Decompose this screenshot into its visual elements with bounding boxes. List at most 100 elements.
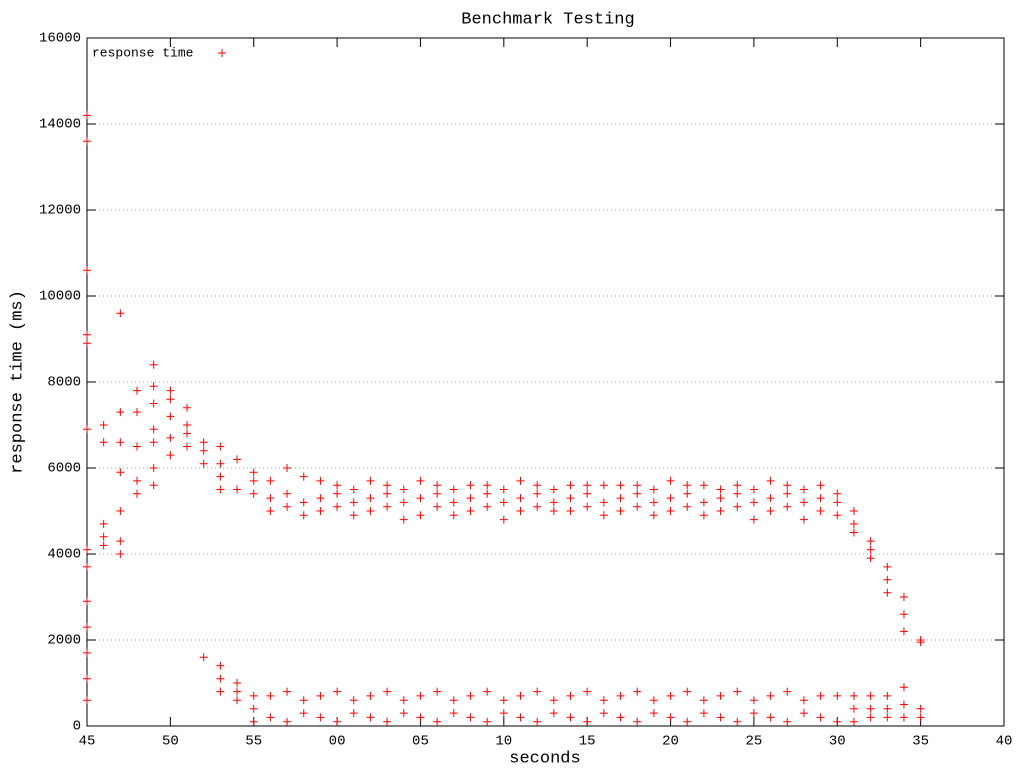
point (566, 494, 575, 503)
point (783, 481, 792, 490)
point (216, 661, 225, 670)
point (216, 459, 225, 468)
point (266, 507, 275, 515)
y-tick-label: 8000 (47, 375, 81, 391)
point (416, 494, 425, 503)
point (716, 691, 725, 700)
point (333, 481, 342, 490)
point (849, 528, 858, 537)
point (666, 494, 675, 503)
point (83, 545, 91, 554)
point (449, 498, 458, 507)
point (183, 403, 192, 412)
point (433, 502, 442, 511)
x-tick-label: 45 (79, 734, 96, 750)
point (766, 691, 775, 700)
point (349, 511, 358, 520)
point (749, 696, 758, 705)
point (483, 481, 492, 490)
point (799, 696, 808, 705)
point (833, 498, 842, 507)
point (449, 709, 458, 718)
point (683, 717, 692, 726)
point (499, 498, 508, 507)
legend-marker (218, 49, 226, 57)
y-tick-label: 6000 (47, 461, 81, 477)
point (899, 683, 908, 692)
point (533, 717, 542, 726)
point (549, 507, 558, 515)
point (216, 674, 225, 683)
point (866, 545, 875, 554)
point (616, 507, 625, 515)
point (866, 554, 875, 563)
point (816, 507, 825, 515)
point (649, 696, 658, 705)
point (249, 704, 258, 713)
point (566, 713, 575, 722)
point (499, 485, 508, 494)
point (599, 696, 608, 705)
point (499, 515, 508, 524)
x-tick-label: 55 (245, 734, 262, 750)
point (699, 511, 708, 520)
point (333, 489, 342, 498)
point (99, 421, 108, 429)
point (233, 696, 242, 705)
point (349, 696, 358, 705)
point (799, 485, 808, 494)
point (383, 687, 392, 696)
point (883, 562, 892, 571)
y-tick-label: 14000 (39, 117, 81, 133)
point (233, 485, 242, 494)
point (699, 709, 708, 718)
point (683, 687, 692, 696)
point (666, 691, 675, 700)
point (749, 515, 758, 524)
point (166, 433, 175, 442)
point (833, 511, 842, 520)
point (366, 494, 375, 503)
point (283, 489, 292, 498)
point (116, 468, 125, 477)
point (733, 489, 742, 498)
point (166, 395, 175, 404)
point (549, 498, 558, 507)
point (349, 498, 358, 507)
point (149, 382, 158, 391)
point (833, 717, 842, 726)
point (316, 713, 325, 722)
point (283, 687, 292, 696)
point (149, 399, 158, 408)
point (433, 687, 442, 696)
point (149, 481, 158, 490)
point (716, 507, 725, 515)
point (883, 713, 892, 722)
point (116, 507, 125, 515)
point (166, 451, 175, 460)
point (816, 713, 825, 722)
point (399, 498, 408, 507)
point (83, 339, 91, 348)
point (633, 502, 642, 511)
point (916, 704, 925, 713)
point (283, 502, 292, 511)
point (833, 489, 842, 498)
point (116, 309, 125, 318)
chart-title: Benchmark Testing (461, 10, 634, 29)
point (649, 511, 658, 520)
point (666, 476, 675, 485)
point (233, 679, 242, 687)
point (716, 713, 725, 722)
point (133, 408, 142, 417)
point (249, 468, 258, 477)
point (583, 481, 592, 490)
point (449, 696, 458, 705)
point (516, 476, 525, 485)
point (533, 502, 542, 511)
point (733, 481, 742, 490)
point (616, 713, 625, 722)
x-tick-label: 05 (412, 734, 429, 750)
point (883, 704, 892, 713)
